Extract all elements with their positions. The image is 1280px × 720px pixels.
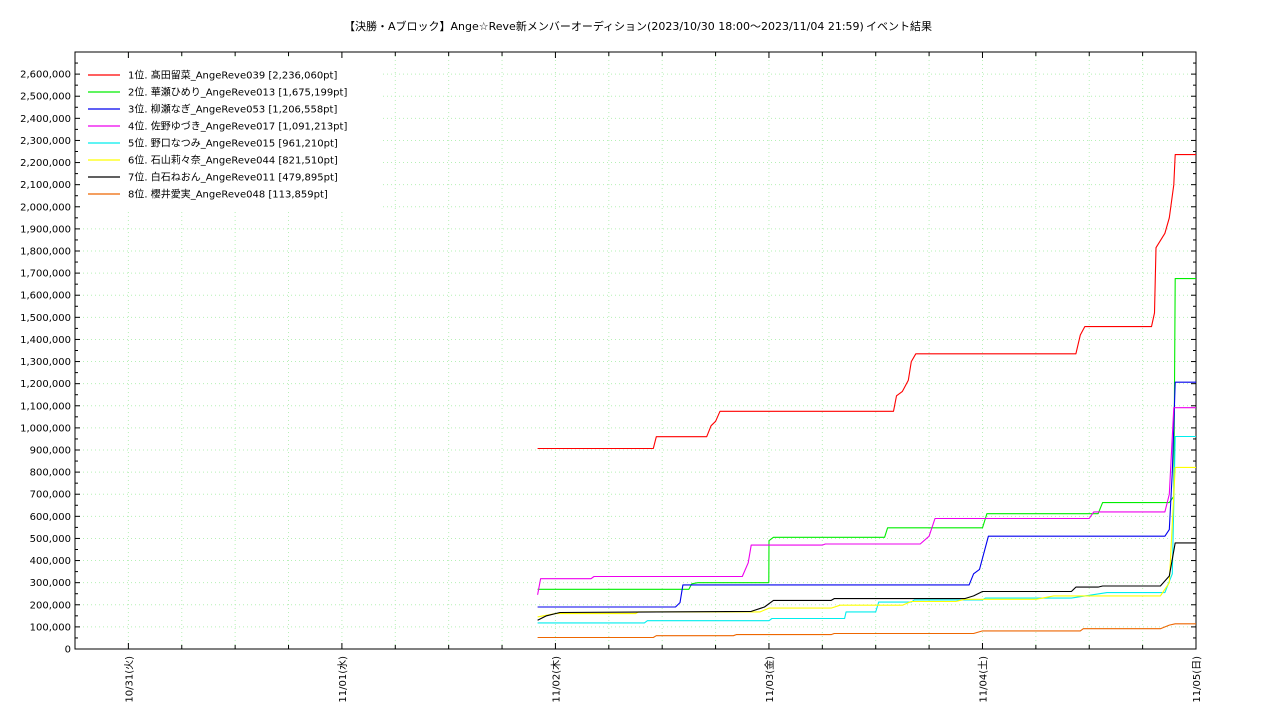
x-tick-label: 11/05(日) (1192, 656, 1203, 703)
legend-label: 2位. 華瀬ひめり_AngeReve013 [1,675,199pt] (128, 86, 347, 99)
x-tick-label: 11/02(木) (550, 656, 562, 703)
y-tick-label: 400,000 (30, 556, 71, 567)
series-line-7 (537, 542, 1196, 621)
axes: 0 100,000 200,000 300,000 400,000 500,000 600,… (20, 51, 1203, 703)
legend-background (80, 60, 380, 210)
y-tick-label: 2,400,000 (20, 114, 71, 125)
y-tick-label: 500,000 (30, 534, 71, 545)
series-line-2 (537, 278, 1196, 590)
legend-label: 1位. 髙田留菜_AngeReve039 [2,236,060pt] (128, 69, 337, 82)
series-line-1 (537, 154, 1196, 450)
y-tick-label: 700,000 (30, 490, 71, 501)
x-tick-label: 10/31(火) (123, 656, 135, 703)
y-tick-label: 200,000 (30, 600, 71, 611)
grid-lines (75, 52, 1197, 649)
y-tick-label: 600,000 (30, 512, 71, 523)
series-lines (537, 154, 1196, 639)
series-line-8 (537, 623, 1196, 639)
chart-title-suffix: イベント結果 (866, 19, 932, 33)
y-tick-label: 1,100,000 (20, 401, 71, 412)
y-tick-label: 900,000 (30, 446, 71, 457)
y-tick-label: 1,600,000 (20, 291, 71, 302)
y-tick-label: 1,000,000 (20, 423, 71, 434)
y-tick-label: 2,300,000 (20, 136, 71, 147)
legend-label: 7位. 白石ねおん_AngeReve011 [479,895pt] (128, 171, 338, 184)
x-tick-label: 11/04(土) (976, 656, 989, 703)
series-line-3 (537, 381, 1196, 608)
legend-label: 8位. 櫻井愛実_AngeReve048 [113,859pt] (128, 188, 328, 201)
x-tick-label: 11/03(金) (763, 656, 776, 703)
y-tick-label: 1,400,000 (20, 335, 71, 346)
series-line-4 (537, 407, 1196, 595)
y-tick-label: 2,100,000 (20, 180, 71, 191)
y-tick-label: 100,000 (30, 622, 71, 633)
legend-label: 6位. 石山莉々奈_AngeReve044 [821,510pt] (128, 154, 338, 167)
y-tick-label: 800,000 (30, 468, 71, 479)
y-tick-label: 1,500,000 (20, 313, 71, 324)
y-tick-label: 2,500,000 (20, 92, 71, 103)
y-tick-label: 1,800,000 (20, 247, 71, 258)
chart-title: 【決勝・Aブロック】Ange☆Reve新メンバーオーディション(2023/10/… (344, 19, 864, 33)
y-tick-label: 1,300,000 (20, 357, 71, 368)
plot-frame (74, 51, 1197, 650)
legend-label: 3位. 柳瀬なぎ_AngeReve053 [1,206,558pt] (128, 103, 337, 116)
legend-label: 5位. 野口なつみ_AngeReve015 [961,210pt] (128, 137, 338, 150)
x-tick-label: 11/01(水) (337, 656, 349, 703)
legend: 1位. 髙田留菜_AngeReve039 [2,236,060pt] 2位. 華瀬… (80, 60, 380, 210)
y-tick-label: 1,700,000 (20, 269, 71, 280)
y-tick-label: 2,000,000 (20, 202, 71, 213)
y-tick-label: 2,200,000 (20, 158, 71, 169)
y-tick-label: 0 (65, 645, 71, 656)
y-tick-label: 1,900,000 (20, 224, 71, 235)
y-tick-label: 2,600,000 (20, 70, 71, 81)
y-tick-label: 1,200,000 (20, 379, 71, 390)
y-tick-label: 300,000 (30, 578, 71, 589)
series-line-5 (537, 435, 1196, 624)
legend-label: 4位. 佐野ゆづき_AngeReve017 [1,091,213pt] (128, 120, 347, 133)
